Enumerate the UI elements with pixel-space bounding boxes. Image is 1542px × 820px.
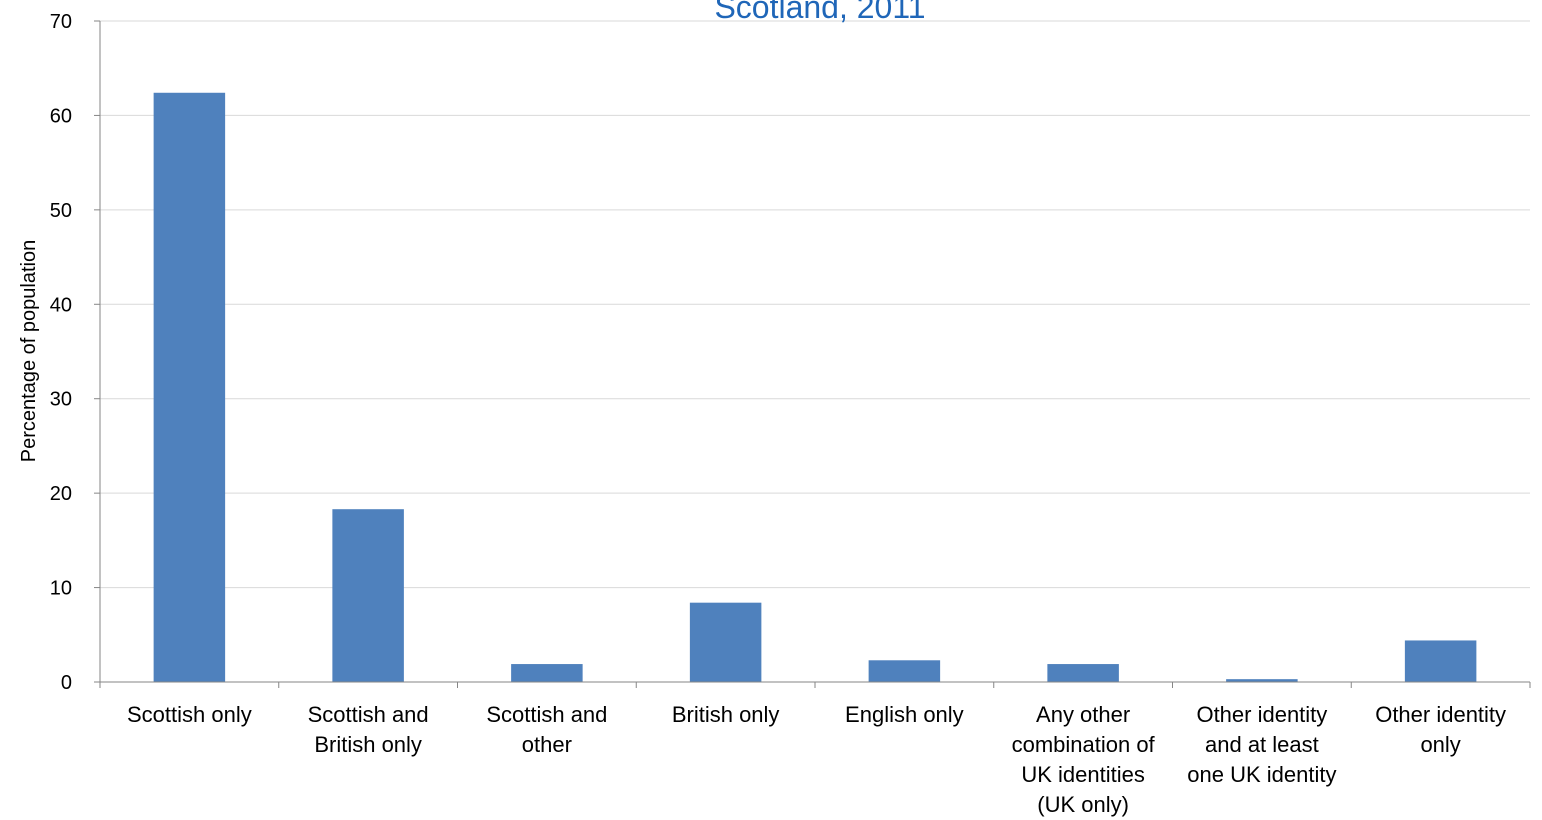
x-tick-label-line: UK identities xyxy=(1021,762,1145,787)
x-tick-label-line: other xyxy=(522,732,572,757)
y-tick-label: 50 xyxy=(50,200,72,222)
x-tick-label-line: Any other xyxy=(1036,702,1130,727)
bar xyxy=(1226,679,1298,682)
y-tick-label: 30 xyxy=(50,389,72,411)
bars xyxy=(153,92,1477,682)
y-tick-labels: 0 10 20 30 40 50 60 70 xyxy=(50,11,72,694)
x-tick-label-line: British only xyxy=(314,732,422,757)
y-tick-label: 70 xyxy=(50,11,72,33)
y-tick-label: 60 xyxy=(50,105,72,127)
gridlines xyxy=(100,20,1530,589)
x-tick-label: Scottish only xyxy=(127,702,252,727)
chart-title: Scotland, 2011 xyxy=(714,0,925,25)
x-tick-label-line: British only xyxy=(672,702,780,727)
x-tick-label: British only xyxy=(672,702,780,727)
x-tick-label-line: only xyxy=(1420,732,1460,757)
x-tick-label-line: (UK only) xyxy=(1037,792,1129,817)
bar xyxy=(511,664,583,682)
x-tick-label: Scottish and other xyxy=(486,702,607,757)
y-axis-label: Percentage of population xyxy=(18,240,40,462)
x-tick-label: Scottish and British only xyxy=(308,702,429,757)
x-tick-label-line: Other identity xyxy=(1196,702,1327,727)
x-tick-label: Other identity only xyxy=(1375,702,1506,757)
axes xyxy=(94,20,1531,688)
y-tick-label: 10 xyxy=(50,578,72,600)
bar xyxy=(1404,640,1477,682)
bar xyxy=(153,92,226,682)
bar xyxy=(868,660,941,682)
bar xyxy=(332,509,404,682)
x-tick-label-line: Scottish and xyxy=(308,702,429,727)
x-tick-label-line: one UK identity xyxy=(1187,762,1336,787)
x-tick-label: Other identity and at least one UK identit… xyxy=(1187,702,1336,787)
x-tick-label-line: Scottish and xyxy=(486,702,607,727)
bar xyxy=(689,602,762,682)
x-tick-label-line: Scottish only xyxy=(127,702,252,727)
x-tick-labels: Scottish only Scottish and British onlySco… xyxy=(127,702,1506,817)
y-tick-label: 20 xyxy=(50,483,72,505)
y-tick-label: 0 xyxy=(61,672,72,694)
x-tick-label-line: combination of xyxy=(1012,732,1156,757)
y-tick-label: 40 xyxy=(50,294,72,316)
x-tick-label-line: English only xyxy=(845,702,964,727)
x-tick-label: English only xyxy=(845,702,964,727)
x-tick-label-line: Other identity xyxy=(1375,702,1506,727)
x-tick-label-line: and at least xyxy=(1205,732,1319,757)
x-tick-label: Any other combination of UK identities (UK … xyxy=(1012,702,1156,817)
bar xyxy=(1047,664,1119,682)
